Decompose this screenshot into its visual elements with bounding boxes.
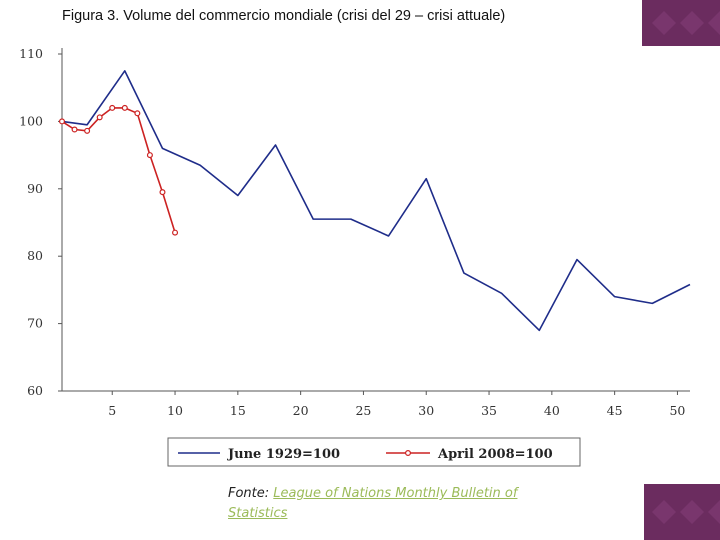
decorative-corner-top: [642, 0, 720, 46]
y-tick-label: 90: [27, 181, 43, 196]
x-tick-label: 45: [607, 403, 623, 418]
legend-marker-2: [405, 450, 412, 457]
source-prefix: Fonte:: [228, 486, 274, 501]
y-tick-label: 80: [27, 248, 43, 263]
y-tick-label: 70: [27, 316, 43, 331]
series-2-point: [172, 229, 179, 236]
series-2-point: [96, 114, 103, 121]
series-line-2: [61, 107, 176, 233]
x-tick-label: 40: [544, 403, 560, 418]
series-2-point: [109, 104, 116, 111]
x-tick-label: 10: [167, 403, 183, 418]
decorative-corner-bottom: [644, 484, 720, 540]
y-tick-label: 60: [27, 383, 43, 398]
x-tick-label: 30: [418, 403, 434, 418]
legend-label-2: April 2008=100: [437, 447, 553, 462]
source-note: Fonte: League of Nations Monthly Bulleti…: [228, 484, 558, 524]
x-tick-label: 35: [481, 403, 497, 418]
line-chart: 60 70 80 90 100 110 5 10 15 20 25 30 35 40 45 50 June 19…: [19, 46, 691, 467]
series-2-point: [121, 104, 128, 111]
x-tick-label: 50: [669, 403, 685, 418]
chart-title: Figura 3. Volume del commercio mondiale …: [62, 8, 506, 24]
series-2-point: [58, 118, 65, 125]
series-line-1: [61, 70, 691, 332]
x-tick-label: 25: [355, 403, 371, 418]
legend-box: [167, 437, 581, 467]
series-2-point: [146, 152, 153, 159]
source-link[interactable]: League of Nations Monthly Bulletin of St…: [228, 486, 518, 521]
legend-label-1: June 1929=100: [227, 447, 340, 462]
x-tick-label: 5: [108, 403, 116, 418]
series-2-point: [159, 189, 166, 196]
series-2-point: [134, 110, 141, 117]
x-tick-label: 20: [293, 403, 309, 418]
x-tick-label: 15: [230, 403, 246, 418]
y-tick-label: 110: [19, 46, 43, 61]
series-2-point: [84, 127, 91, 134]
series-2-point: [71, 126, 78, 133]
y-tick-label: 100: [19, 113, 43, 128]
